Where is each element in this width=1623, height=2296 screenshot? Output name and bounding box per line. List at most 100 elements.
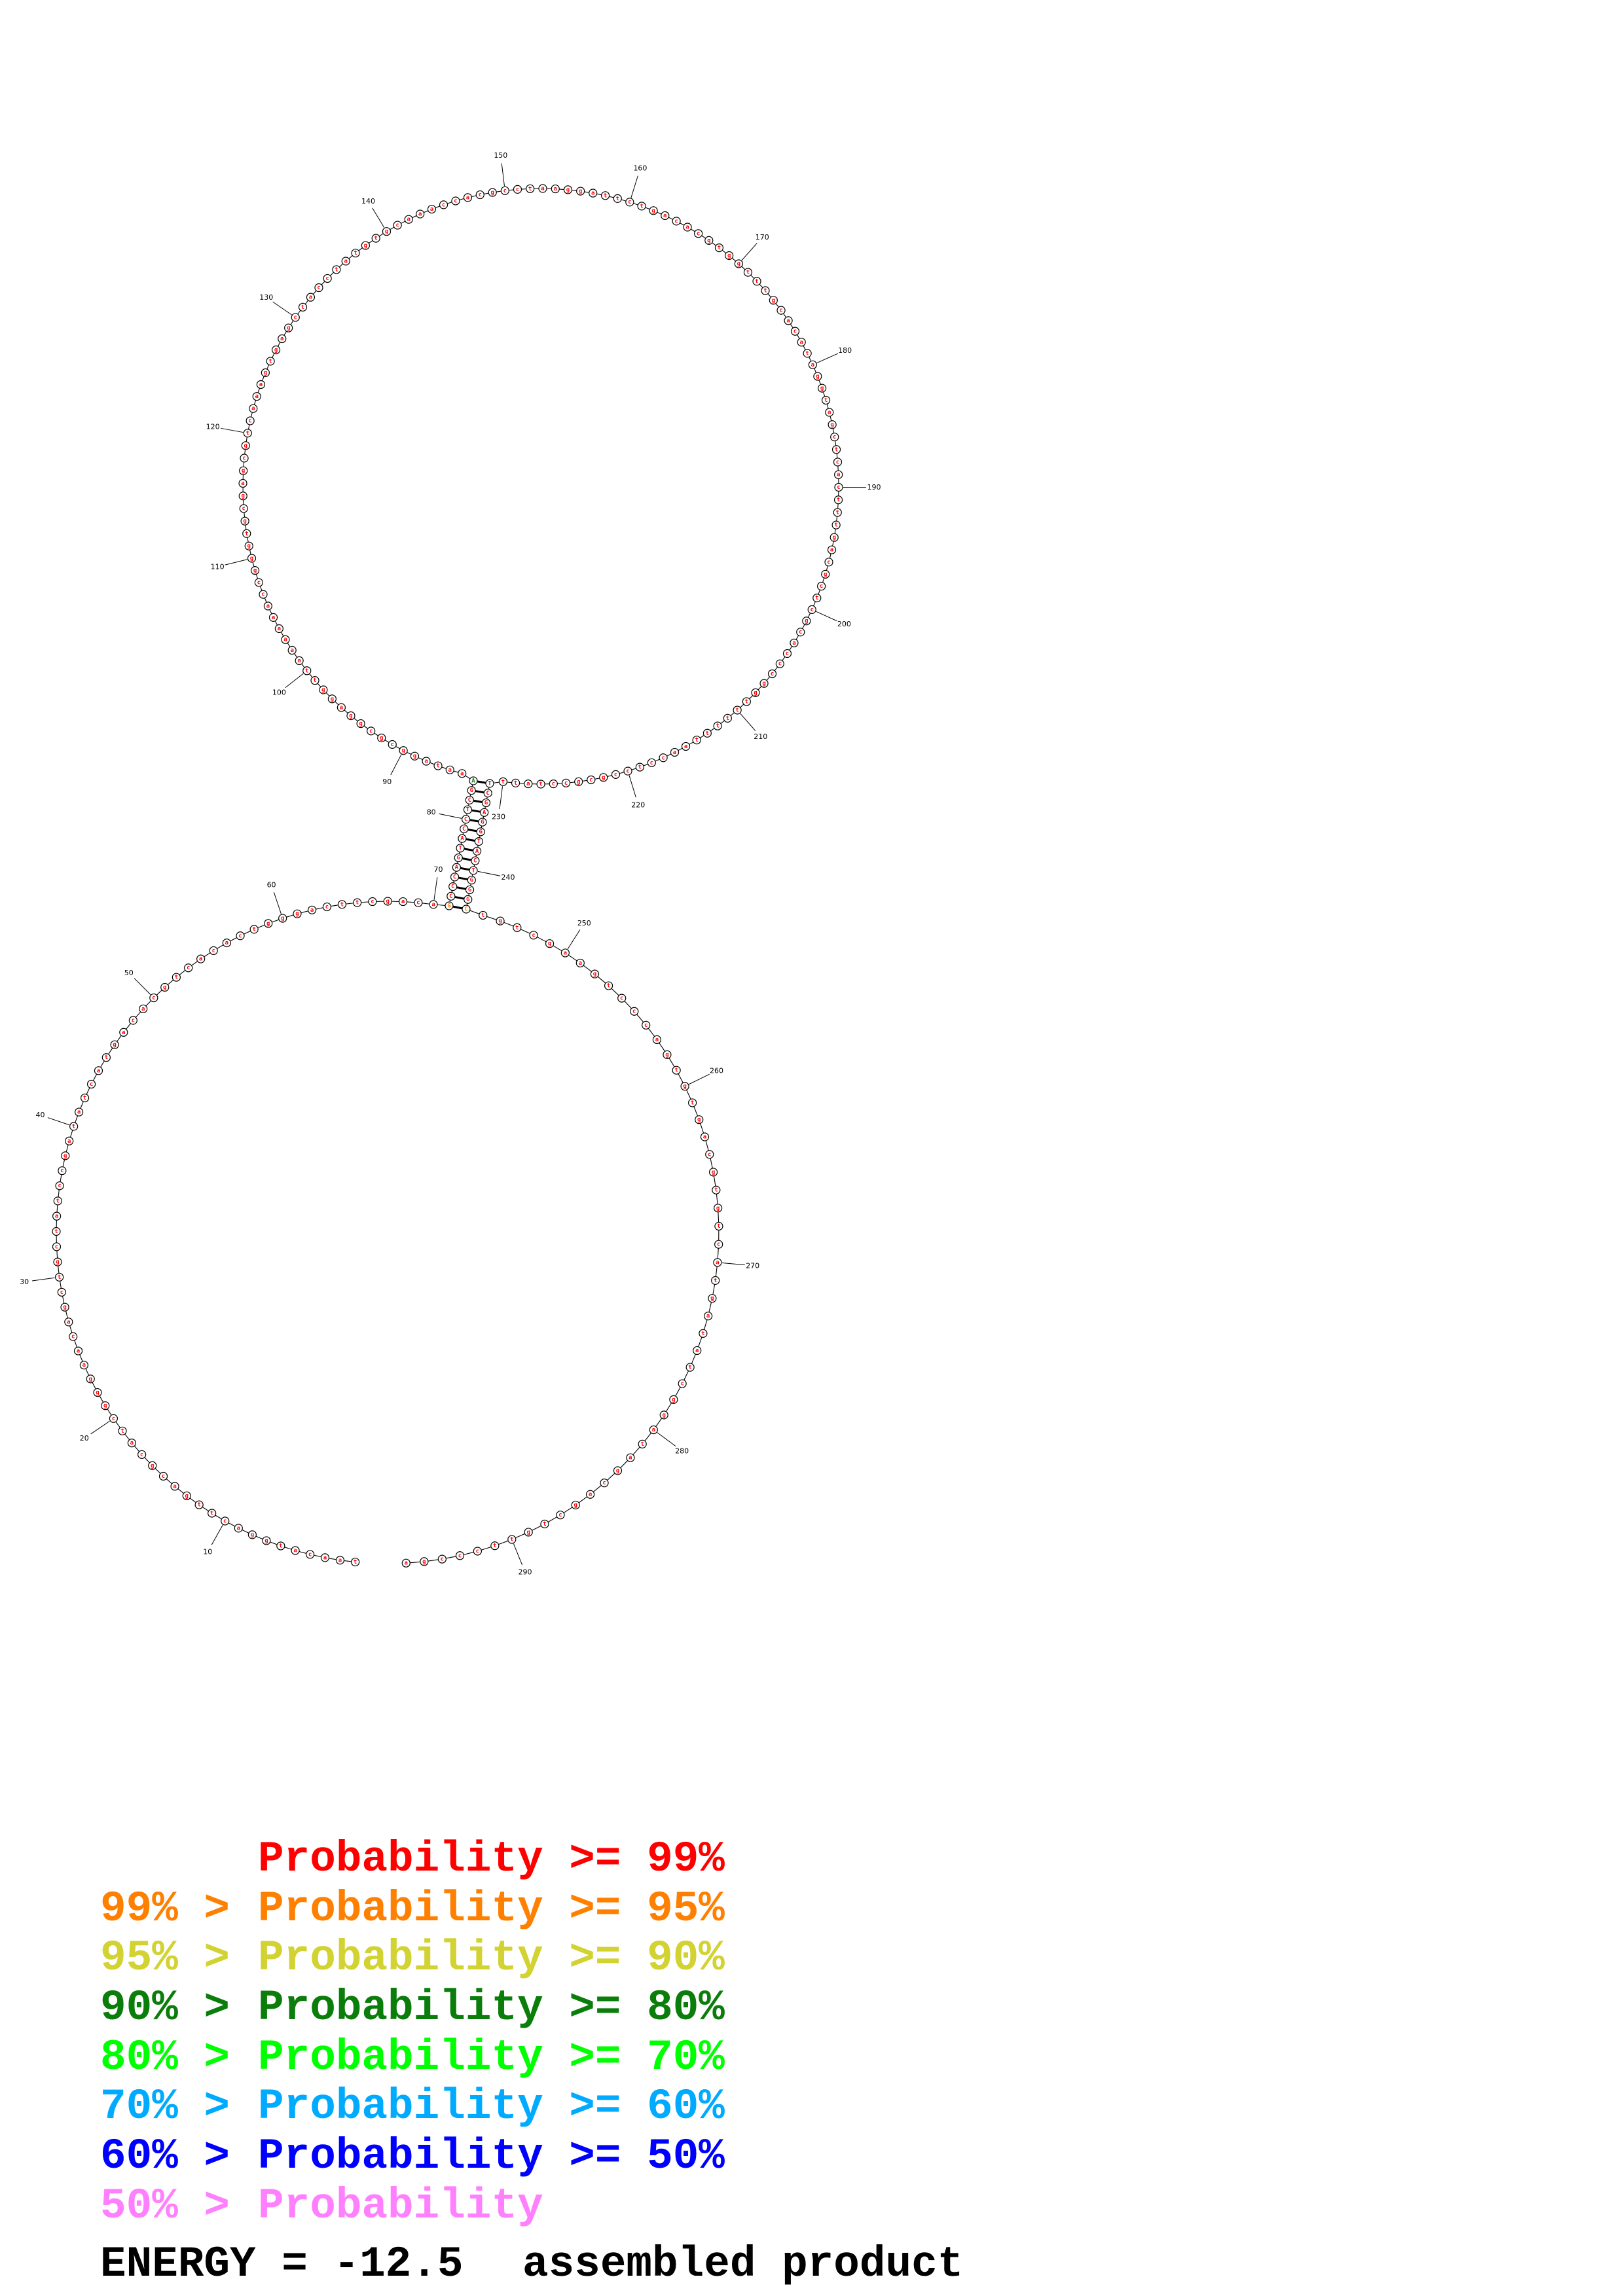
nucleotide-letter: G xyxy=(447,903,450,910)
nucleotide-101: a xyxy=(295,656,304,665)
nucleotide-letter: c xyxy=(771,671,774,677)
nucleotide-letter: C xyxy=(464,906,467,913)
nucleotide-248: c xyxy=(529,931,538,940)
nucleotide-circle xyxy=(278,914,287,923)
nucleotide-circle xyxy=(137,1450,147,1459)
nucleotide-letter: t xyxy=(701,1331,704,1337)
nucleotide-circle xyxy=(80,1093,90,1103)
nucleotide-letter: t xyxy=(72,1124,75,1130)
nucleotide-letter: g xyxy=(498,918,501,925)
nucleotide-190: c xyxy=(834,482,843,492)
nucleotide-circle xyxy=(252,392,261,401)
nucleotide-circle xyxy=(447,891,456,901)
nucleotide-182: g xyxy=(818,384,827,393)
nucleotide-circle xyxy=(79,1361,88,1370)
nucleotide-circle xyxy=(824,558,833,567)
position-label: 230 xyxy=(492,812,505,821)
nucleotide-letter: a xyxy=(811,362,814,368)
position-label: 130 xyxy=(259,293,273,302)
nucleotide-letter: a xyxy=(652,1427,655,1433)
nucleotide-circle xyxy=(490,1541,500,1551)
nucleotide-letter: a xyxy=(290,647,293,654)
nucleotide-circle xyxy=(467,876,476,885)
nucleotide-letter: t xyxy=(726,715,729,722)
legend-row-1-label: Probability >= 95% xyxy=(258,1884,725,1933)
nucleotide-127: g xyxy=(271,345,281,355)
nucleotide-circle xyxy=(833,508,842,517)
nucleotide-circle xyxy=(637,202,646,211)
nucleotide-circle xyxy=(158,1471,168,1481)
nucleotide-letter: t xyxy=(745,698,748,705)
nucleotide-letter: A xyxy=(460,836,464,842)
nucleotide-circle xyxy=(52,1242,62,1251)
nucleotide-circle xyxy=(247,554,257,563)
nucleotide-240: T xyxy=(469,866,478,875)
nucleotide-letter: g xyxy=(616,1467,619,1474)
nucleotide-circle xyxy=(247,1530,257,1539)
nucleotide-letter: t xyxy=(834,522,837,529)
position-tick xyxy=(90,1420,110,1435)
nucleotide-224: g xyxy=(574,777,583,786)
nucleotide-250: a xyxy=(560,948,570,958)
nucleotide-letter: a xyxy=(340,704,343,711)
nucleotide-circle xyxy=(341,257,350,266)
nucleotide-letter: a xyxy=(259,382,263,388)
nucleotide-circle xyxy=(337,900,347,909)
nucleotide-65: t xyxy=(353,898,362,907)
nucleotide-107: c xyxy=(259,590,268,599)
nucleotide-circle xyxy=(243,429,252,438)
nucleotide-148: c xyxy=(475,190,484,200)
nucleotide-203: a xyxy=(790,638,799,647)
nucleotide-circle xyxy=(692,736,701,745)
nucleotide-letter: G xyxy=(479,829,482,835)
nucleotide-letter: a xyxy=(828,410,831,416)
nucleotide-letter: a xyxy=(564,950,567,956)
nucleotide-201: g xyxy=(802,617,811,626)
nucleotide-circle xyxy=(536,780,545,789)
nucleotide-letter: g xyxy=(577,779,580,785)
nucleotide-circle xyxy=(319,685,328,694)
position-label: 180 xyxy=(838,346,852,355)
nucleotide-circle xyxy=(524,1528,533,1537)
position-labels: 10 20 30 40 50 60 70 80 90 100 110 120 130 140 150 160 1… xyxy=(20,151,881,1576)
nucleotide-circle xyxy=(695,1115,704,1124)
nucleotide-circle xyxy=(465,885,475,895)
position-label: 250 xyxy=(577,919,591,927)
nucleotide-74: C xyxy=(450,872,460,882)
nucleotide-circle xyxy=(469,776,478,785)
nucleotide-205: c xyxy=(775,659,784,668)
legend-row-0-label: Probability >= 99% xyxy=(258,1835,725,1884)
nucleotide-8: g xyxy=(247,1530,257,1539)
nucleotide-circle xyxy=(264,919,273,928)
nucleotide-circle xyxy=(769,296,778,305)
nucleotide-99: t xyxy=(310,676,319,685)
nucleotide-letter: g xyxy=(185,1493,189,1499)
nucleotide-circle xyxy=(479,910,488,920)
legend-row-2-prefix: 95% > xyxy=(100,1933,230,1982)
nucleotide-95: g xyxy=(346,711,356,721)
nucleotide-letter: g xyxy=(716,1205,720,1211)
nucleotide-93: c xyxy=(367,726,376,736)
nucleotide-207: g xyxy=(759,679,769,688)
nucleotide-113: g xyxy=(240,516,249,526)
nucleotide-94: g xyxy=(356,719,365,728)
nucleotide-circle xyxy=(473,846,482,855)
nucleotide-letter: G xyxy=(469,787,473,794)
nucleotide-letter: a xyxy=(706,1313,710,1319)
nucleotide-251: a xyxy=(575,958,585,968)
nucleotide-173: t xyxy=(761,286,770,295)
nucleotide-letter: c xyxy=(837,484,840,491)
nucleotide-letter: g xyxy=(295,911,299,918)
nucleotide-circle xyxy=(513,923,522,932)
nucleotide-75: A xyxy=(452,863,461,872)
nucleotide-circle xyxy=(452,863,461,872)
nucleotide-letter: t xyxy=(735,707,739,713)
nucleotide-87: t xyxy=(433,761,443,770)
nucleotide-174: g xyxy=(769,296,778,305)
nucleotide-circle xyxy=(831,520,841,529)
nucleotide-circle xyxy=(708,1168,718,1177)
position-tick xyxy=(816,611,837,622)
nucleotide-circle xyxy=(55,1181,64,1191)
nucleotide-letter: c xyxy=(140,1452,143,1458)
nucleotide-27: a xyxy=(64,1318,73,1327)
